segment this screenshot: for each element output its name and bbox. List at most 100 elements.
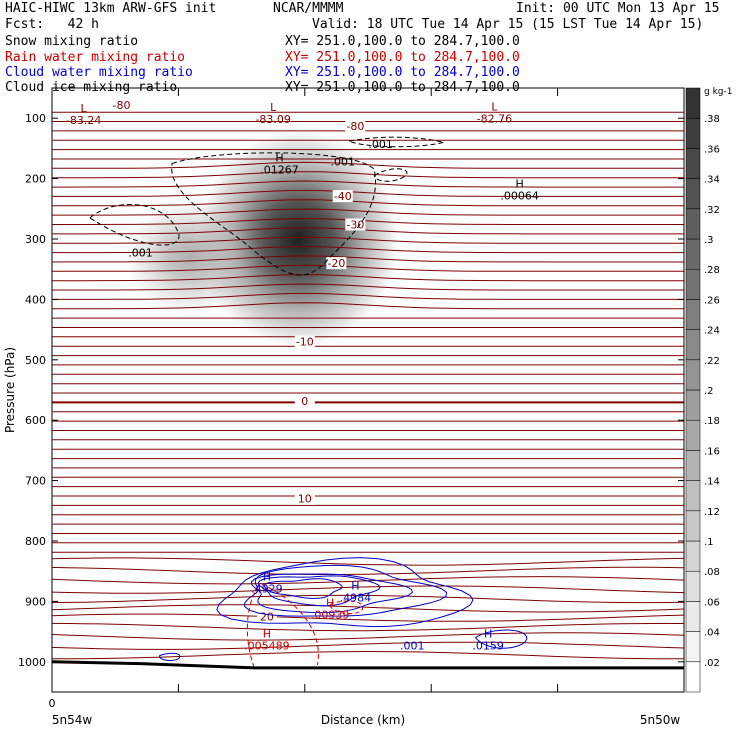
colorbar-tick-label: .04 (704, 628, 720, 639)
contour-label: .001 (330, 156, 355, 169)
isotherm-label-bg (326, 257, 347, 270)
y-tick-label: 1000 (18, 656, 46, 669)
extremum-marker: H (484, 628, 492, 641)
extremum-value: .00939 (311, 608, 350, 621)
y-tick-label: 800 (25, 535, 46, 548)
cloud-water-contour (257, 575, 381, 607)
temperature-isotherm (51, 622, 684, 632)
y-axis-label: Pressure (hPa) (3, 347, 17, 433)
x-axis-label: Distance (km) (321, 713, 405, 727)
y-tick-label: 700 (25, 475, 46, 488)
temperature-isotherm (52, 274, 684, 282)
snow-blob (124, 200, 258, 315)
colorbar-cell (685, 601, 701, 632)
colorbar-cell (685, 540, 701, 572)
colorbar-cell (685, 359, 701, 391)
colorbar-tick-label: .28 (704, 265, 720, 276)
temperature-isotherm (52, 246, 684, 254)
extremum-value: -83.09 (255, 113, 290, 126)
snow-shading (124, 131, 400, 347)
field-name-cloud-water: Cloud water mixing ratio (5, 65, 193, 80)
terrain-line (51, 660, 684, 670)
cloud-water-contour (158, 652, 181, 661)
isotherm-label: -80 (346, 120, 364, 133)
colorbar-tick-label: .12 (704, 507, 720, 518)
isotherm-label: -20 (327, 257, 345, 270)
temperature-isotherm (52, 180, 684, 188)
extremum-value: -83.24 (66, 114, 101, 127)
temperature-contours: -80 -80 -40 -30 -20 -10 0 10 20 (51, 98, 685, 660)
cloud-water-contours (158, 557, 528, 661)
temperature-isotherm (51, 576, 685, 585)
rain-water-contour (246, 582, 319, 669)
cloud-water-contour (263, 578, 343, 599)
extremum-marker: L (270, 101, 277, 114)
extremum-value: -82.76 (477, 112, 512, 125)
colorbar-cell (685, 480, 701, 512)
contour-label: .001 (400, 639, 425, 652)
y-tick-label: 400 (25, 293, 46, 306)
isotherm-label-bg (294, 492, 315, 505)
terrain-surface (51, 660, 684, 670)
colorbar-tick-label: .36 (704, 144, 720, 155)
temperature-isotherm (52, 189, 684, 197)
temperature-isotherm (52, 171, 684, 179)
valid-time: Valid: 18 UTC Tue 14 Apr 15 (15 LST Tue … (312, 17, 704, 32)
colorbar-cell (685, 510, 701, 542)
temperature-isotherm (51, 632, 685, 641)
colorbar-cell (685, 661, 701, 693)
isotherm-label-bg (345, 120, 366, 133)
temperature-isotherm (51, 641, 685, 650)
colorbar-tick-label: .16 (704, 446, 720, 457)
isotherm-label: 20 (260, 611, 274, 624)
temperature-isotherm (51, 566, 685, 575)
field-xy-rain: XY= 251.0,100.0 to 284.7,100.0 (285, 50, 520, 65)
isotherm-label-bg (345, 218, 366, 231)
rain-water-contours (246, 582, 364, 669)
model-title: HAIC-HIWC 13km ARW-GFS init (5, 1, 217, 16)
isotherm-label-bg (332, 190, 353, 203)
forecast-hour: Fcst: 42 h (5, 17, 99, 32)
colorbar-cell (685, 419, 701, 451)
colorbar-cell (685, 117, 701, 149)
temperature-isotherm (52, 292, 684, 300)
extremum-marker: H (263, 628, 271, 641)
cloud-ice-contour (373, 168, 408, 182)
org-label: NCAR/MMMM (273, 1, 344, 16)
rain-water-contour (329, 600, 364, 615)
colorbar-tick-label: .14 (704, 477, 720, 488)
field-name-snow: Snow mixing ratio (5, 34, 139, 49)
colorbar-cell (685, 299, 701, 330)
temperature-isotherm (51, 585, 685, 594)
colorbar-tick-label: .02 (704, 658, 720, 669)
y-tick-label: 200 (25, 173, 46, 186)
cloud-water-contour (216, 557, 474, 628)
colorbar-tick-label: .24 (704, 326, 720, 337)
cloud-water-contour (474, 629, 528, 649)
colorbar-unit: g kg-1 (704, 87, 732, 97)
temperature-isotherm (52, 302, 684, 310)
temperature-isotherm (51, 594, 685, 604)
colorbar-tick-label: .34 (704, 175, 720, 186)
isotherm-label-bg (294, 335, 315, 348)
cloud-ice-contour (89, 204, 180, 246)
isotherm-label: -10 (296, 336, 314, 349)
cloud-ice-contour (347, 136, 444, 148)
field-xy-cloud-water: XY= 251.0,100.0 to 284.7,100.0 (285, 65, 520, 80)
temperature-isotherm (51, 604, 685, 613)
cloud-water-contour (244, 564, 448, 617)
cloud-ice-contour (171, 152, 376, 276)
y-tick-label: 600 (25, 414, 46, 427)
extremum-marker: L (81, 102, 88, 115)
colorbar-tick-label: .1 (704, 537, 714, 548)
y-tick-label: 100 (25, 112, 46, 125)
extremum-marker: H (326, 596, 334, 609)
colorbar-cell (685, 570, 701, 602)
extremum-value: .4984 (340, 591, 372, 604)
colorbar-tick-label: .38 (704, 114, 720, 125)
colorbar-tick-label: .18 (704, 416, 720, 427)
plot-frame (51, 87, 685, 693)
plot-border (51, 87, 685, 693)
